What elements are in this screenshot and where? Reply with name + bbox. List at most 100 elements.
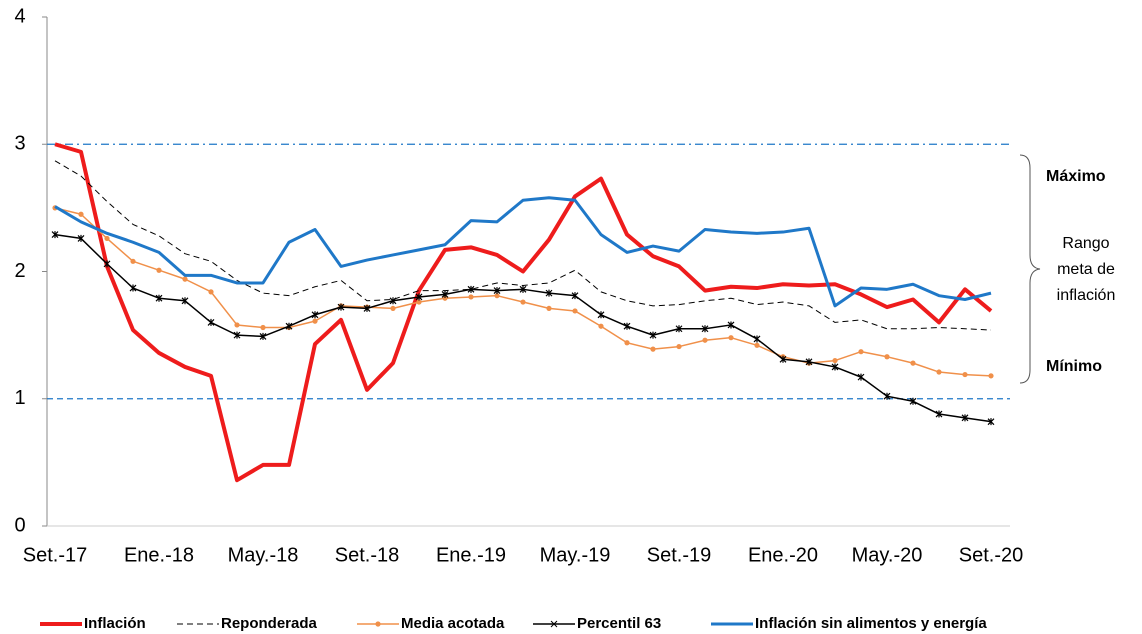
point bbox=[935, 410, 943, 418]
annotation-range: Rango bbox=[1062, 235, 1109, 252]
y-tick-label: 3 bbox=[14, 133, 25, 155]
point bbox=[597, 311, 605, 319]
series-line bbox=[54, 196, 992, 308]
point bbox=[207, 318, 215, 326]
x-tick-label: Set.-20 bbox=[959, 544, 1023, 566]
point bbox=[701, 325, 709, 333]
point bbox=[831, 363, 839, 371]
legend-label: Inflación sin alimentos y energía bbox=[755, 615, 987, 632]
point bbox=[259, 332, 267, 340]
point bbox=[363, 304, 371, 312]
point bbox=[416, 299, 422, 305]
point bbox=[883, 392, 891, 400]
point bbox=[832, 357, 838, 364]
point bbox=[649, 331, 657, 339]
point bbox=[571, 292, 579, 300]
point bbox=[884, 354, 890, 360]
point bbox=[962, 371, 968, 378]
point bbox=[77, 234, 85, 242]
point bbox=[936, 369, 942, 375]
point bbox=[468, 294, 474, 300]
point bbox=[285, 322, 293, 330]
point bbox=[389, 297, 397, 305]
x-tick-label: Ene.-19 bbox=[436, 544, 506, 566]
point bbox=[390, 305, 396, 312]
legend-label: Inflación bbox=[84, 615, 146, 632]
point bbox=[442, 295, 448, 301]
point bbox=[78, 211, 84, 217]
point bbox=[415, 293, 423, 301]
point bbox=[805, 358, 813, 366]
point bbox=[494, 293, 500, 299]
point bbox=[520, 299, 526, 305]
point bbox=[676, 343, 682, 350]
point bbox=[519, 285, 527, 293]
point bbox=[545, 289, 553, 297]
point bbox=[598, 323, 604, 329]
point bbox=[988, 373, 994, 379]
annotation-range: meta de bbox=[1057, 261, 1115, 278]
x-tick-label: Set.-19 bbox=[647, 544, 711, 566]
point bbox=[753, 335, 761, 343]
point bbox=[727, 321, 735, 329]
brace bbox=[1019, 154, 1041, 384]
point bbox=[208, 289, 214, 295]
point bbox=[337, 303, 345, 311]
point bbox=[103, 260, 111, 268]
point bbox=[51, 231, 59, 239]
point bbox=[260, 324, 266, 331]
series-line bbox=[54, 160, 992, 331]
point bbox=[754, 342, 760, 348]
x-tick-label: Ene.-20 bbox=[748, 544, 818, 566]
point bbox=[987, 418, 995, 426]
series-line bbox=[54, 142, 993, 483]
point bbox=[857, 373, 865, 381]
point bbox=[181, 297, 189, 305]
point bbox=[156, 267, 162, 273]
point bbox=[155, 294, 163, 302]
series-line bbox=[54, 233, 992, 423]
legend-marker bbox=[550, 620, 558, 628]
point bbox=[312, 318, 318, 324]
y-tick-label: 0 bbox=[14, 514, 25, 536]
point bbox=[728, 335, 734, 341]
x-tick-label: May.-19 bbox=[540, 544, 611, 566]
point bbox=[233, 331, 241, 339]
x-tick-label: May.-20 bbox=[852, 544, 923, 566]
point bbox=[493, 287, 501, 295]
y-tick-label: 2 bbox=[14, 260, 25, 282]
point bbox=[234, 322, 240, 328]
point bbox=[104, 235, 110, 242]
point bbox=[675, 325, 683, 333]
point bbox=[182, 276, 188, 282]
point bbox=[129, 284, 137, 292]
y-tick-label: 4 bbox=[14, 5, 25, 27]
point bbox=[779, 355, 787, 363]
point bbox=[311, 311, 319, 319]
point bbox=[702, 337, 708, 343]
legend-marker bbox=[375, 621, 381, 627]
point bbox=[572, 308, 578, 314]
y-tick-label: 1 bbox=[14, 387, 25, 409]
point bbox=[467, 285, 475, 293]
x-tick-label: Set.-18 bbox=[335, 544, 399, 566]
point bbox=[858, 349, 864, 355]
annotation-range: inflación bbox=[1057, 287, 1116, 304]
point bbox=[650, 346, 656, 352]
point bbox=[910, 360, 916, 366]
point bbox=[623, 322, 631, 330]
point bbox=[909, 397, 917, 405]
point bbox=[961, 414, 969, 422]
annotation-min: Mínimo bbox=[1046, 358, 1102, 375]
point bbox=[130, 258, 136, 264]
legend-label: Percentil 63 bbox=[577, 615, 661, 632]
x-tick-label: May.-18 bbox=[228, 544, 299, 566]
annotation-max: Máximo bbox=[1046, 168, 1106, 185]
x-tick-label: Ene.-18 bbox=[124, 544, 194, 566]
point bbox=[624, 340, 630, 346]
legend-label: Media acotada bbox=[401, 615, 505, 632]
legend-label: Reponderada bbox=[221, 615, 318, 632]
point bbox=[441, 290, 449, 298]
